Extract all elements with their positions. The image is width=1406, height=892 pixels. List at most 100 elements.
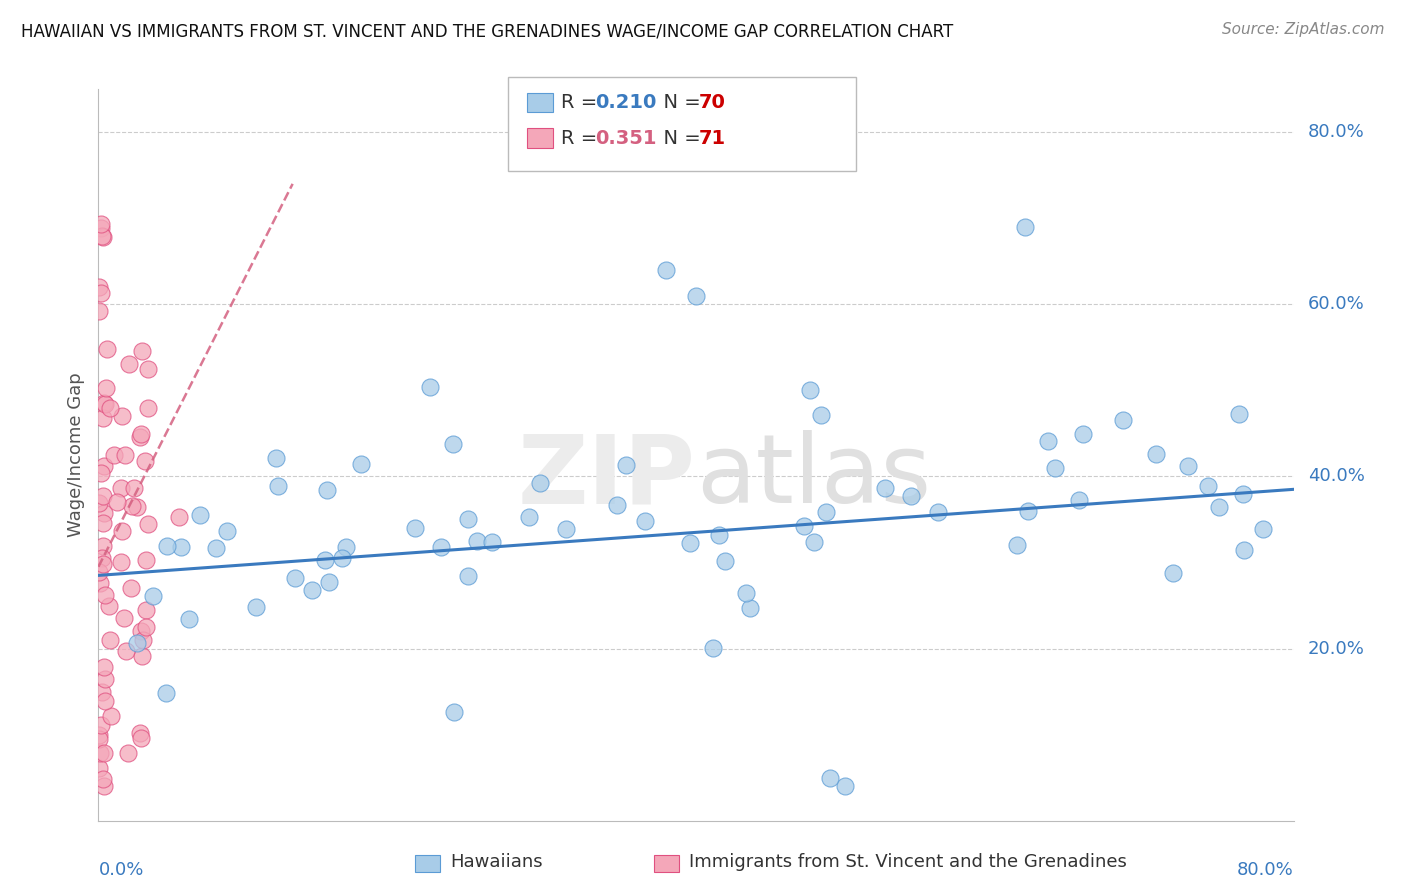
Point [264, 451, 287, 466]
Point [131, 649, 153, 664]
Point [129, 624, 152, 638]
Point [155, 686, 177, 700]
Point [1208, 500, 1230, 514]
Point [93, 396, 115, 410]
Point [900, 489, 922, 503]
Point [91, 558, 114, 572]
Point [1232, 542, 1254, 557]
Point [91, 516, 114, 530]
Point [96, 342, 118, 356]
Point [135, 603, 157, 617]
Point [1253, 522, 1275, 536]
Point [142, 589, 165, 603]
Point [1232, 487, 1254, 501]
Point [634, 514, 657, 528]
Point [87, 728, 110, 742]
Point [429, 540, 451, 554]
Point [129, 731, 152, 746]
Point [91, 229, 114, 244]
Text: 80.0%: 80.0% [1308, 123, 1365, 141]
Point [330, 551, 353, 566]
Point [734, 585, 756, 599]
Point [1067, 492, 1090, 507]
Point [91, 228, 114, 243]
Point [120, 581, 142, 595]
Point [94, 672, 117, 686]
Point [97, 599, 120, 613]
Point [114, 448, 136, 462]
Point [606, 499, 628, 513]
Text: N =: N = [651, 93, 707, 112]
Point [217, 524, 239, 538]
Point [1014, 219, 1036, 234]
Point [98, 401, 121, 415]
Point [128, 430, 150, 444]
Text: Source: ZipAtlas.com: Source: ZipAtlas.com [1222, 22, 1385, 37]
Point [188, 508, 211, 523]
Text: ZIP: ZIP [517, 430, 696, 524]
Point [96, 381, 118, 395]
Point [90, 467, 112, 481]
Point [740, 601, 762, 615]
Point [121, 499, 143, 513]
Point [1197, 479, 1219, 493]
Point [135, 553, 157, 567]
Point [127, 636, 149, 650]
Point [529, 475, 551, 490]
Point [89, 576, 111, 591]
Point [810, 408, 832, 422]
Point [350, 457, 373, 471]
Point [714, 554, 737, 568]
Point [655, 263, 678, 277]
Point [131, 344, 153, 359]
Text: Immigrants from St. Vincent and the Grenadines: Immigrants from St. Vincent and the Gren… [689, 853, 1126, 871]
Point [89, 746, 111, 760]
Point [799, 383, 821, 397]
Point [465, 534, 488, 549]
Point [90, 217, 112, 231]
Point [793, 519, 815, 533]
Point [820, 771, 842, 785]
Point [1144, 447, 1167, 461]
Point [136, 401, 159, 416]
Point [266, 478, 288, 492]
Point [87, 731, 110, 746]
Point [245, 599, 267, 614]
Y-axis label: Wage/Income Gap: Wage/Income Gap [66, 373, 84, 537]
Point [98, 633, 121, 648]
Text: 0.210: 0.210 [595, 93, 657, 112]
Point [93, 694, 115, 708]
Point [803, 535, 825, 549]
Point [87, 304, 110, 318]
Point [875, 481, 897, 495]
Point [318, 574, 340, 589]
Point [156, 539, 179, 553]
Text: atlas: atlas [696, 430, 931, 524]
Text: HAWAIIAN VS IMMIGRANTS FROM ST. VINCENT AND THE GRENADINES WAGE/INCOME GAP CORRE: HAWAIIAN VS IMMIGRANTS FROM ST. VINCENT … [21, 22, 953, 40]
Point [709, 527, 731, 541]
Text: R =: R = [561, 93, 603, 112]
Point [87, 566, 110, 580]
Point [834, 779, 856, 793]
Point [316, 483, 339, 497]
Point [105, 494, 128, 508]
Point [91, 410, 114, 425]
Text: 0.351: 0.351 [595, 128, 657, 148]
Point [679, 536, 702, 550]
Text: 70: 70 [699, 93, 725, 112]
Point [129, 427, 152, 442]
Point [441, 437, 464, 451]
Point [111, 409, 134, 423]
Point [517, 510, 540, 524]
Text: 80.0%: 80.0% [1237, 861, 1294, 879]
Text: R =: R = [561, 128, 603, 148]
Point [93, 506, 115, 520]
Text: Hawaiians: Hawaiians [450, 853, 543, 871]
Point [284, 571, 307, 585]
Point [89, 496, 111, 510]
Point [927, 505, 949, 519]
Point [1017, 504, 1039, 518]
Point [89, 717, 111, 731]
Point [1073, 427, 1095, 442]
Point [110, 481, 132, 495]
